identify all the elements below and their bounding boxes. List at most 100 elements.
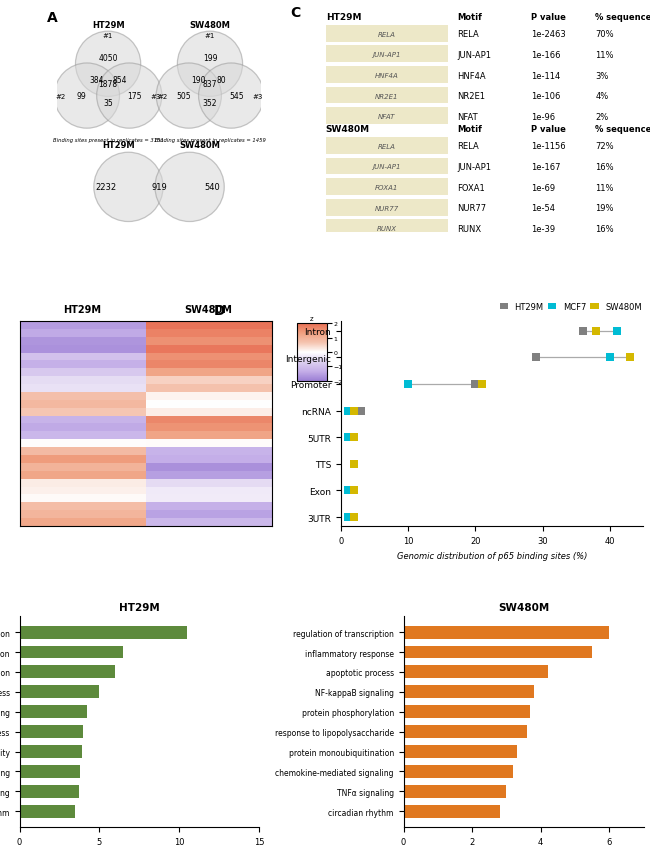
- MCF7: [343, 404, 353, 418]
- Text: 16%: 16%: [595, 224, 614, 234]
- Text: 4%: 4%: [595, 92, 608, 101]
- Text: RELA: RELA: [458, 30, 479, 39]
- Text: 4050: 4050: [98, 54, 118, 63]
- Bar: [20, 746, 82, 758]
- Text: HNF4A: HNF4A: [458, 72, 486, 80]
- HT29M: [470, 378, 480, 392]
- Bar: [20, 765, 81, 778]
- Text: 11%: 11%: [595, 183, 614, 193]
- MCF7: [604, 351, 615, 365]
- Bar: [20, 686, 99, 699]
- MCF7: [343, 431, 353, 444]
- Text: 1e-69: 1e-69: [531, 183, 555, 193]
- MCF7: [612, 324, 622, 338]
- Text: FOXA1: FOXA1: [458, 183, 485, 193]
- Text: Motif: Motif: [458, 13, 482, 22]
- FancyBboxPatch shape: [326, 88, 448, 104]
- FancyBboxPatch shape: [326, 46, 448, 63]
- Text: 199: 199: [203, 54, 217, 63]
- Text: C: C: [291, 6, 301, 20]
- Text: 1878: 1878: [99, 80, 118, 90]
- Text: NUR77: NUR77: [458, 204, 486, 213]
- Text: 80: 80: [217, 76, 226, 85]
- FancyBboxPatch shape: [326, 179, 448, 195]
- Text: HNF4A: HNF4A: [375, 73, 398, 79]
- HT29M: [349, 484, 359, 497]
- Text: P value: P value: [531, 125, 566, 134]
- Bar: [404, 646, 592, 659]
- Text: 384: 384: [89, 76, 104, 85]
- Text: % sequences: % sequences: [595, 13, 650, 22]
- Text: JUN-AP1: JUN-AP1: [458, 51, 491, 60]
- Text: HT29M: HT29M: [92, 20, 124, 30]
- Text: 11%: 11%: [595, 51, 614, 60]
- Bar: [404, 785, 506, 798]
- Text: NR2E1: NR2E1: [458, 92, 486, 101]
- FancyBboxPatch shape: [326, 26, 448, 43]
- Text: D: D: [214, 304, 226, 317]
- Text: Binding sites present in replicates = 1459: Binding sites present in replicates = 14…: [155, 138, 265, 142]
- X-axis label: -log10(p-value): -log10(p-value): [107, 851, 172, 853]
- MCF7: [349, 457, 359, 471]
- Bar: [20, 705, 86, 718]
- Bar: [20, 646, 124, 659]
- Text: z: z: [310, 316, 314, 322]
- Text: 1e-96: 1e-96: [531, 113, 555, 122]
- HT29M: [349, 431, 359, 444]
- Text: 16%: 16%: [595, 163, 614, 171]
- Text: 190: 190: [191, 76, 205, 85]
- HT29M: [356, 404, 367, 418]
- Title: HT29M: HT29M: [119, 603, 160, 612]
- Text: #3: #3: [151, 94, 161, 100]
- Circle shape: [155, 153, 224, 223]
- Circle shape: [198, 64, 264, 129]
- Text: 70%: 70%: [595, 30, 614, 39]
- Legend: HT29M, MCF7, SW480M: HT29M, MCF7, SW480M: [496, 299, 645, 316]
- Text: RELA: RELA: [378, 32, 396, 38]
- Text: #1: #1: [205, 33, 215, 39]
- Text: SW480M: SW480M: [179, 141, 220, 150]
- SW480M: [477, 378, 488, 392]
- Bar: [20, 725, 83, 738]
- Text: 175: 175: [127, 92, 142, 101]
- Text: SW480M: SW480M: [190, 20, 230, 30]
- Text: 1e-39: 1e-39: [531, 224, 555, 234]
- Text: 19%: 19%: [595, 204, 614, 213]
- FancyBboxPatch shape: [326, 220, 448, 237]
- Bar: [404, 725, 527, 738]
- Text: RUNX: RUNX: [458, 224, 482, 234]
- Text: HT29M: HT29M: [102, 141, 135, 150]
- Text: 854: 854: [112, 76, 127, 85]
- Text: Motif: Motif: [458, 125, 482, 134]
- Text: 99: 99: [77, 92, 86, 101]
- Bar: [20, 665, 116, 679]
- Text: 837: 837: [203, 80, 217, 90]
- Text: 72%: 72%: [595, 142, 614, 151]
- Text: 919: 919: [151, 183, 167, 192]
- Text: HT29M: HT29M: [326, 13, 361, 22]
- Text: RELA: RELA: [458, 142, 479, 151]
- Text: 1e-114: 1e-114: [531, 72, 560, 80]
- Text: 3%: 3%: [595, 72, 609, 80]
- SW480M: [349, 457, 359, 471]
- Text: 545: 545: [229, 92, 244, 101]
- SW480M: [349, 404, 359, 418]
- Bar: [404, 765, 514, 778]
- Circle shape: [177, 32, 242, 97]
- Bar: [20, 785, 79, 798]
- Text: #2: #2: [157, 94, 168, 100]
- FancyBboxPatch shape: [326, 67, 448, 84]
- HT29M: [531, 351, 541, 365]
- Text: FOXA1: FOXA1: [375, 185, 398, 191]
- MCF7: [403, 378, 413, 392]
- Text: RUNX: RUNX: [377, 226, 396, 232]
- MCF7: [343, 511, 353, 525]
- Bar: [404, 805, 499, 818]
- X-axis label: Genomic distribution of p65 binding sites (%): Genomic distribution of p65 binding site…: [397, 551, 588, 560]
- Text: 540: 540: [204, 183, 220, 192]
- Bar: [404, 746, 517, 758]
- Bar: [404, 665, 547, 679]
- Circle shape: [75, 32, 140, 97]
- SW480M: [592, 324, 602, 338]
- FancyBboxPatch shape: [326, 137, 448, 154]
